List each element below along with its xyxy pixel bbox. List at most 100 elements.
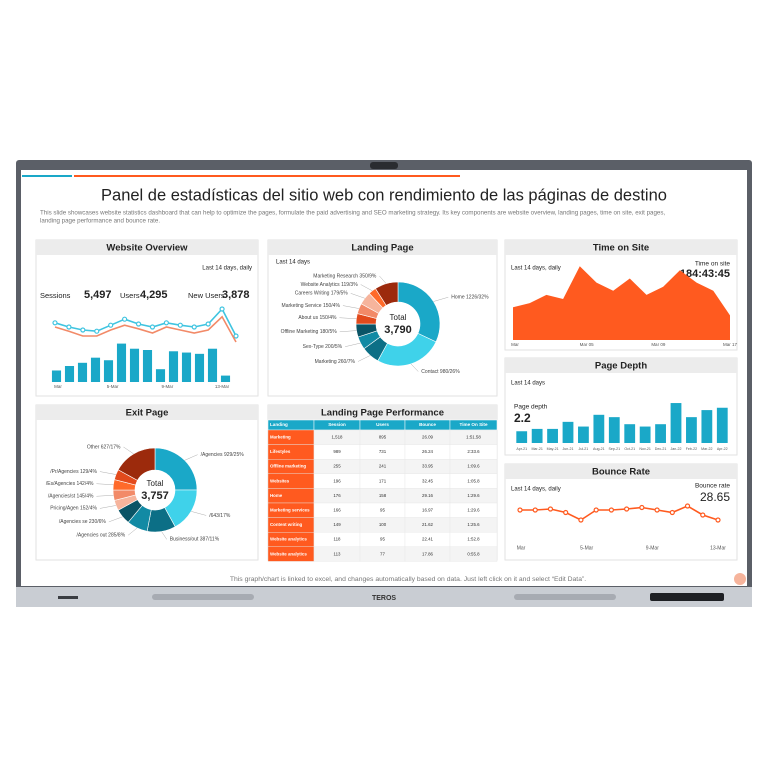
point: [108, 322, 114, 328]
segment-label: Contact 980/26%: [421, 369, 460, 375]
point: [177, 322, 183, 328]
leader-line: [342, 305, 359, 309]
bar: [655, 424, 666, 443]
point: [700, 512, 706, 518]
brand-logo: TEROS: [372, 595, 396, 602]
bar: [220, 375, 231, 382]
accent-line: [22, 175, 72, 177]
table-cell-text: 26.09: [422, 434, 434, 439]
bar: [181, 352, 192, 382]
segment-label: Other 627/17%: [87, 444, 121, 450]
panel-title: Exit Page: [126, 408, 169, 419]
point: [593, 507, 599, 513]
table-cell-text: Marketing services: [270, 507, 310, 512]
table-cell-text: 17.86: [422, 551, 434, 556]
table-cell-text: 0:55.8: [467, 551, 480, 556]
bottom-bar: [16, 587, 752, 607]
leader-line: [379, 275, 387, 284]
metric-label: Time on site: [695, 261, 731, 268]
x-label: Jun-21: [563, 447, 574, 451]
segment-label: /Es/Agencies 142/4%: [46, 481, 94, 487]
table-cell-text: 77: [380, 551, 385, 556]
segment-label: /Agencies/st 145/4%: [48, 494, 94, 500]
table-cell-text: 158: [379, 493, 387, 498]
x-label: Oct-21: [624, 447, 635, 451]
segment-label: /643/17%: [209, 513, 231, 519]
panel-title: Page Depth: [595, 361, 647, 372]
leader-line: [191, 511, 207, 516]
bar: [194, 353, 205, 382]
bar: [51, 370, 62, 382]
total-label: Total: [147, 479, 164, 488]
x-label: Mar-22: [701, 447, 712, 451]
leader-line: [128, 527, 138, 536]
table-cell-text: 1:51.58: [466, 434, 481, 439]
x-label: Aug-21: [593, 447, 605, 451]
speaker-grill: [152, 594, 254, 600]
bar: [701, 410, 713, 443]
table-cell-text: 1:09.6: [467, 464, 480, 469]
bar: [716, 407, 728, 443]
point: [608, 507, 614, 513]
table-cell-text: 100: [379, 522, 387, 527]
metric-label: Sessions: [40, 291, 71, 300]
segment-label: /Agencies out 285/8%: [77, 533, 126, 539]
x-label: May-21: [547, 447, 559, 451]
table-cell-text: 1:52.8: [467, 537, 480, 542]
table-cell-text: 33.95: [422, 464, 434, 469]
x-label: Mar: [511, 342, 519, 347]
table-cell-text: Website analytics: [270, 537, 307, 542]
bar: [129, 348, 140, 382]
bar: [670, 403, 682, 443]
x-label: Jan-22: [671, 447, 682, 451]
point: [639, 504, 645, 511]
table-cell-text: 1:25.6: [467, 522, 480, 527]
point: [135, 321, 142, 327]
bar: [531, 428, 543, 443]
leader-line: [108, 516, 123, 523]
x-label: 5-Mar: [580, 545, 593, 551]
x-label: 13-Mar: [710, 545, 726, 551]
metric-label: Users: [120, 291, 140, 300]
leader-line: [345, 342, 361, 347]
table-cell-text: 1:29.6: [467, 507, 480, 512]
panel-header: [268, 240, 497, 255]
point: [122, 316, 128, 322]
x-label: 5-Mar: [107, 384, 119, 389]
table-cell-text: 16.97: [422, 507, 434, 512]
x-label: Jul-21: [579, 447, 589, 451]
period: Last 14 days: [276, 260, 310, 266]
area: [513, 266, 730, 340]
segment-label: Offline Marketing 180/5%: [281, 329, 338, 335]
table-cell-text: 118: [334, 537, 342, 542]
point: [219, 306, 225, 312]
bar: [116, 343, 127, 382]
point: [52, 320, 58, 326]
x-label: Mar 05: [580, 342, 595, 347]
point: [191, 324, 197, 330]
table-cell-text: 95: [380, 507, 385, 512]
metric-value: 4,295: [140, 289, 168, 301]
x-label: 9-Mar: [161, 384, 173, 389]
bar: [686, 417, 697, 443]
x-label: Nov-21: [639, 447, 651, 451]
metric-value: 3,878: [222, 289, 250, 301]
leader-line: [339, 330, 357, 333]
bar: [77, 362, 88, 382]
line: [54, 315, 237, 343]
table-cell-text: 166: [333, 507, 341, 512]
table-cell-text: 196: [333, 478, 341, 483]
point: [163, 320, 169, 326]
segment-label: Marketing Research 350/9%: [313, 273, 377, 279]
table-cell-text: 241: [379, 464, 387, 469]
leader-line: [99, 505, 116, 509]
panel-title: Bounce Rate: [592, 467, 650, 478]
total-value: 3,757: [141, 490, 169, 502]
leader-line: [96, 495, 114, 497]
leader-line: [99, 471, 116, 475]
x-label: Apr-21: [516, 447, 527, 451]
panel-title: Time on Site: [593, 243, 649, 254]
point: [66, 324, 72, 330]
table-cell-text: 731: [379, 449, 387, 454]
table-header: Session: [328, 422, 346, 427]
